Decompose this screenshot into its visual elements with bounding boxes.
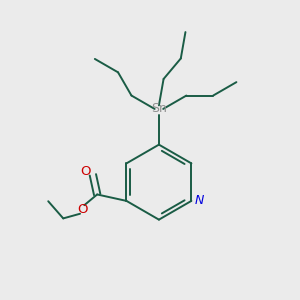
Text: O: O — [80, 166, 90, 178]
Text: Sn: Sn — [151, 102, 167, 116]
Text: O: O — [78, 203, 88, 216]
Text: N: N — [195, 194, 204, 207]
